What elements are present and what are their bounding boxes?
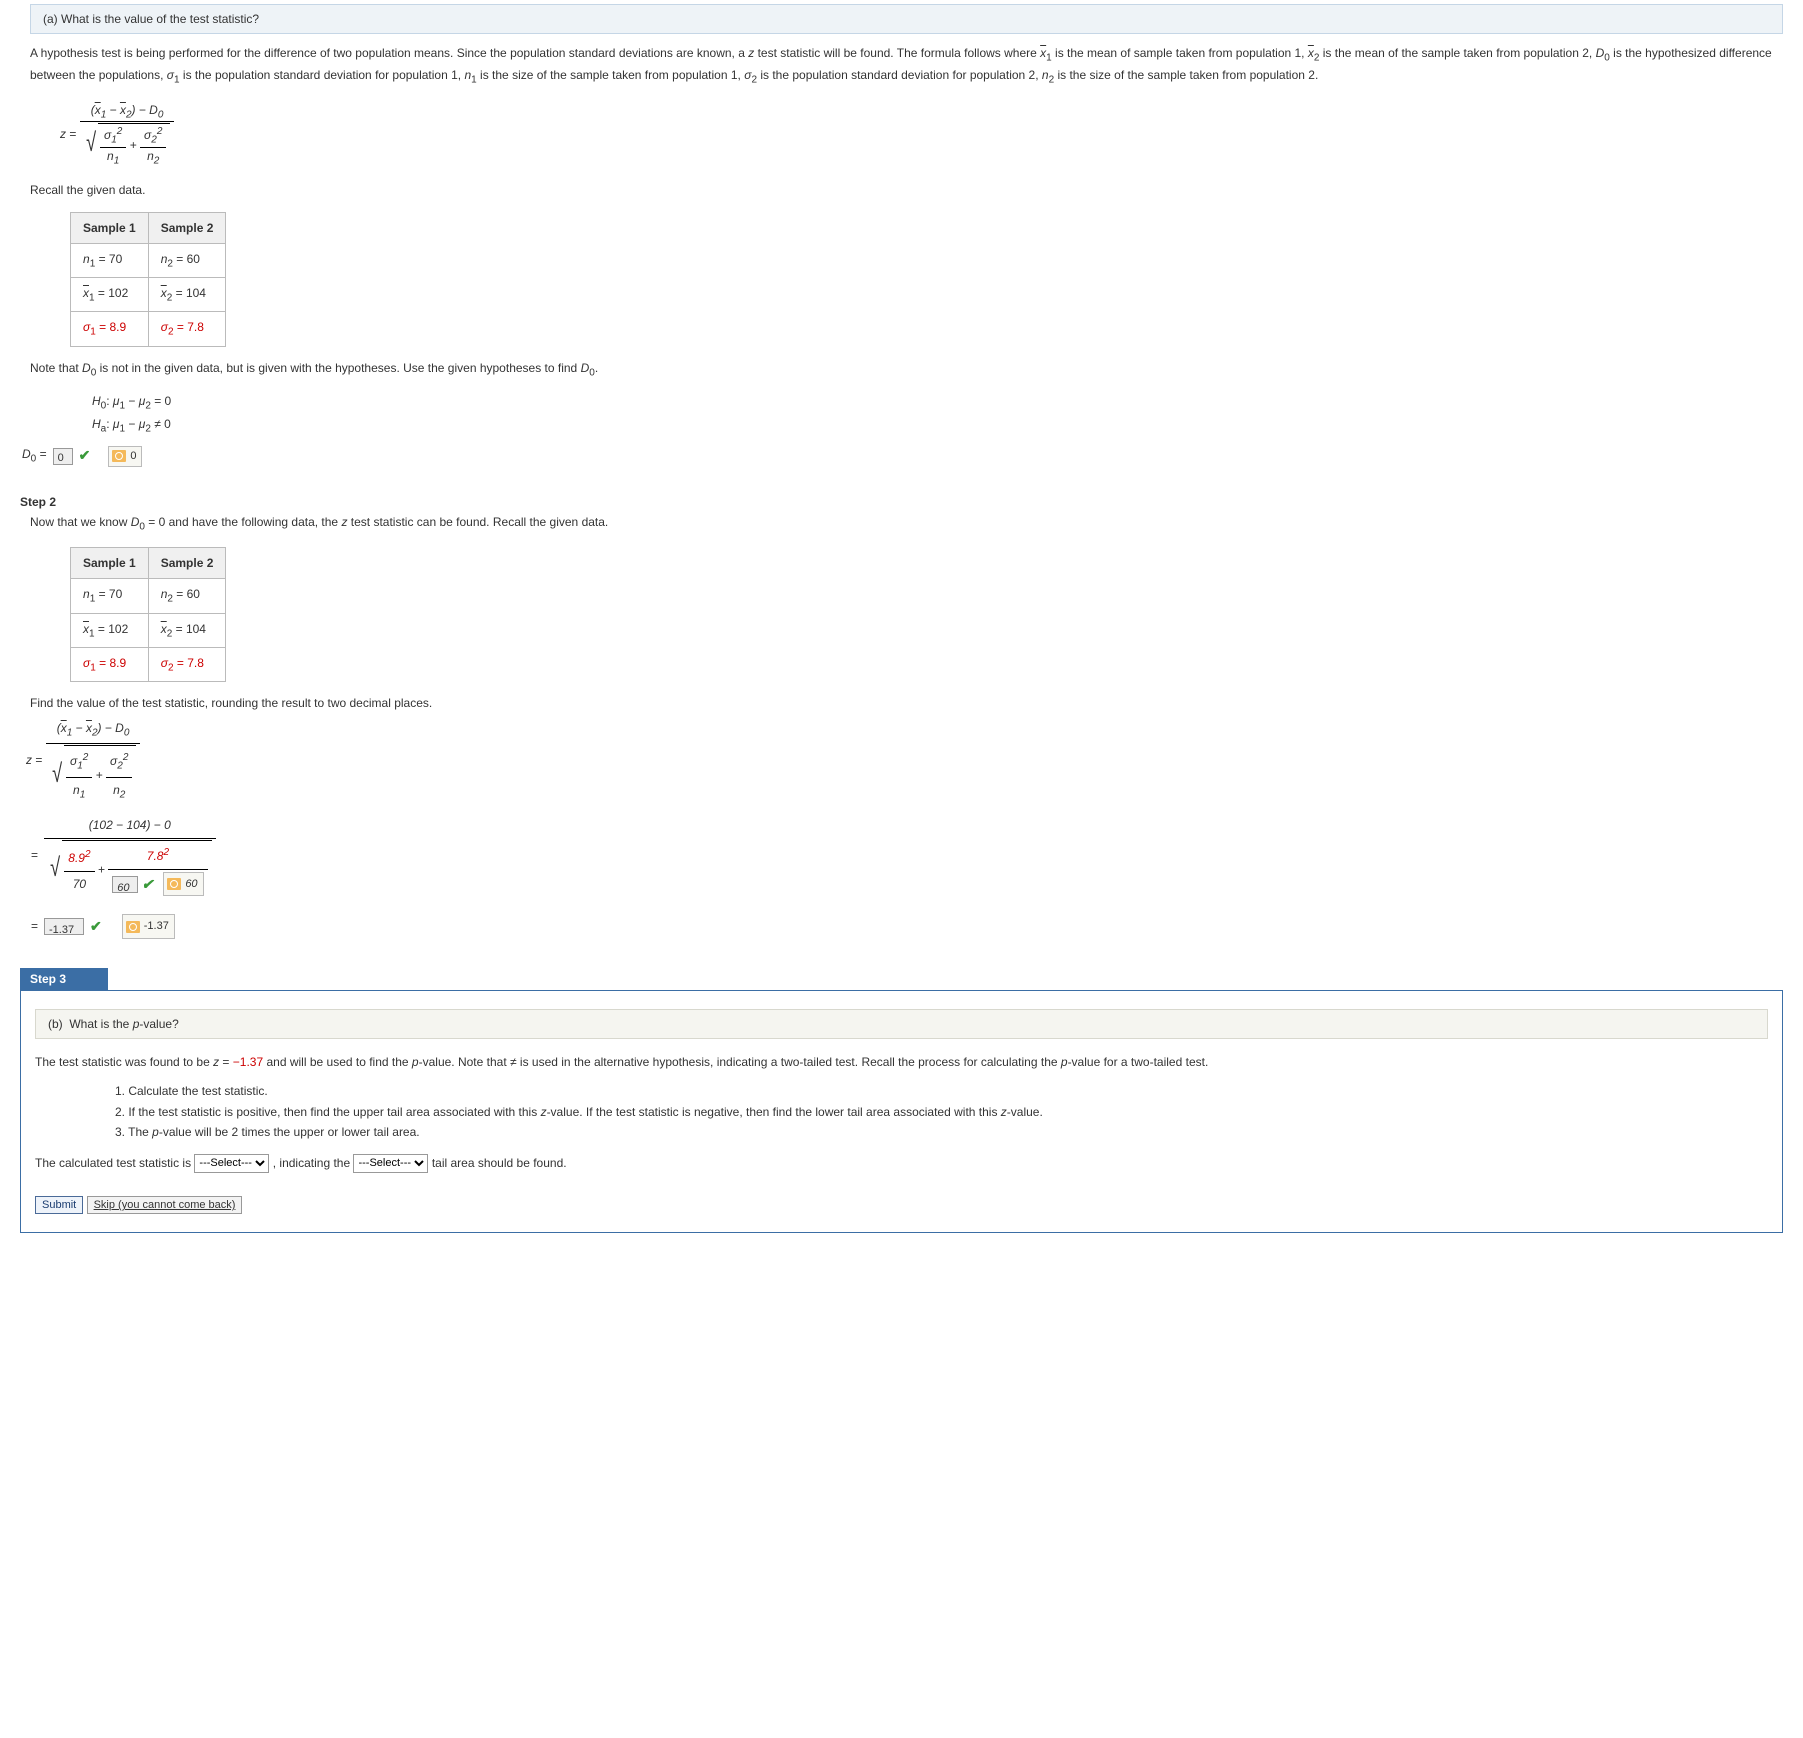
table-cell: x2 = 104 — [148, 277, 226, 311]
step2-label: Step 2 — [20, 495, 1803, 509]
step3-box: (b) What is the p-value? The test statis… — [20, 990, 1783, 1233]
test-stat-sign-select[interactable]: ---Select--- — [194, 1154, 269, 1173]
table-cell: σ2 = 7.8 — [148, 647, 226, 681]
step3-header: Step 3 — [20, 968, 108, 990]
flag-icon — [112, 450, 126, 462]
table-cell: n1 = 70 — [71, 579, 149, 613]
z-result-input[interactable]: -1.37 — [44, 918, 84, 935]
calc-numerator: (102 − 104) − 0 — [44, 814, 216, 839]
data-table-1: Sample 1 Sample 2 n1 = 70 n2 = 60 x1 = 1… — [70, 212, 226, 347]
table-cell: n2 = 60 — [148, 243, 226, 277]
skip-button[interactable]: Skip (you cannot come back) — [87, 1196, 243, 1214]
z-formula: z = (x1 − x2) − D0 √ σ12n1 + σ22n2 — [60, 103, 1803, 166]
d0-answer-pill: 0 — [108, 446, 142, 467]
submit-button[interactable]: Submit — [35, 1196, 83, 1214]
table-cell: x2 = 104 — [148, 613, 226, 647]
table-cell: n2 = 60 — [148, 579, 226, 613]
note-d0: Note that D0 is not in the given data, b… — [30, 359, 1783, 381]
table-cell: σ1 = 8.9 — [71, 647, 149, 681]
d0-row: D0 = 0 ✔ 0 — [22, 445, 1803, 467]
z-val-red: −1.37 — [233, 1055, 263, 1069]
part-b-header: (b) What is the p-value? — [35, 1009, 1768, 1039]
part-a-header-text: (a) What is the value of the test statis… — [43, 12, 259, 26]
p-value-steps: 1. Calculate the test statistic. 2. If t… — [115, 1081, 1768, 1142]
step3-intro: The test statistic was found to be z = −… — [35, 1053, 1768, 1072]
table-cell: n1 = 70 — [71, 243, 149, 277]
check-icon: ✔ — [79, 445, 91, 467]
n2-answer-pill: 60 — [163, 872, 203, 897]
part-a-header: (a) What is the value of the test statis… — [30, 4, 1783, 34]
tail-area-select[interactable]: ---Select--- — [353, 1154, 428, 1173]
d0-input[interactable]: 0 — [53, 448, 73, 465]
z-answer-pill: -1.37 — [122, 914, 175, 939]
sentence-post: tail area should be found. — [432, 1156, 567, 1170]
table-cell: x1 = 102 — [71, 277, 149, 311]
part-a-intro: A hypothesis test is being performed for… — [30, 44, 1783, 88]
find-line: Find the value of the test statistic, ro… — [30, 694, 1783, 713]
step-item: 3. The p-value will be 2 times the upper… — [115, 1122, 1768, 1142]
sentence-pre: The calculated test statistic is — [35, 1156, 194, 1170]
flag-icon — [126, 921, 140, 933]
step2-intro: Now that we know D0 = 0 and have the fol… — [30, 513, 1783, 535]
table-cell: x1 = 102 — [71, 613, 149, 647]
hypotheses: H0: μ1 − μ2 = 0 Ha: μ1 − μ2 ≠ 0 — [92, 391, 1803, 438]
d0-label: D0 = — [22, 445, 47, 467]
recall-text: Recall the given data. — [30, 181, 1783, 200]
n2-answer: 60 — [185, 874, 197, 895]
step-item: 1. Calculate the test statistic. — [115, 1081, 1768, 1101]
table-header: Sample 2 — [148, 212, 226, 243]
n2-input[interactable]: 60 — [112, 876, 138, 893]
table-cell: σ1 = 8.9 — [71, 312, 149, 346]
table-header: Sample 2 — [148, 548, 226, 579]
button-row: Submit Skip (you cannot come back) — [35, 1196, 1768, 1214]
table-header: Sample 1 — [71, 212, 149, 243]
data-table-2: Sample 1 Sample 2 n1 = 70 n2 = 60 x1 = 1… — [70, 547, 226, 682]
d0-answer: 0 — [130, 448, 136, 465]
step-item: 2. If the test statistic is positive, th… — [115, 1102, 1768, 1122]
fill-in-sentence: The calculated test statistic is ---Sele… — [35, 1153, 1768, 1175]
check-icon: ✔ — [90, 913, 102, 940]
table-cell: σ2 = 7.8 — [148, 312, 226, 346]
z-answer: -1.37 — [144, 916, 169, 937]
sentence-mid: , indicating the — [273, 1156, 354, 1170]
flag-icon — [167, 878, 181, 890]
z-calculation: z = (x1 − x2) − D0 √ σ12n1 + σ22n2 = (10… — [26, 717, 1803, 940]
table-header: Sample 1 — [71, 548, 149, 579]
check-icon: ✔ — [142, 871, 154, 898]
